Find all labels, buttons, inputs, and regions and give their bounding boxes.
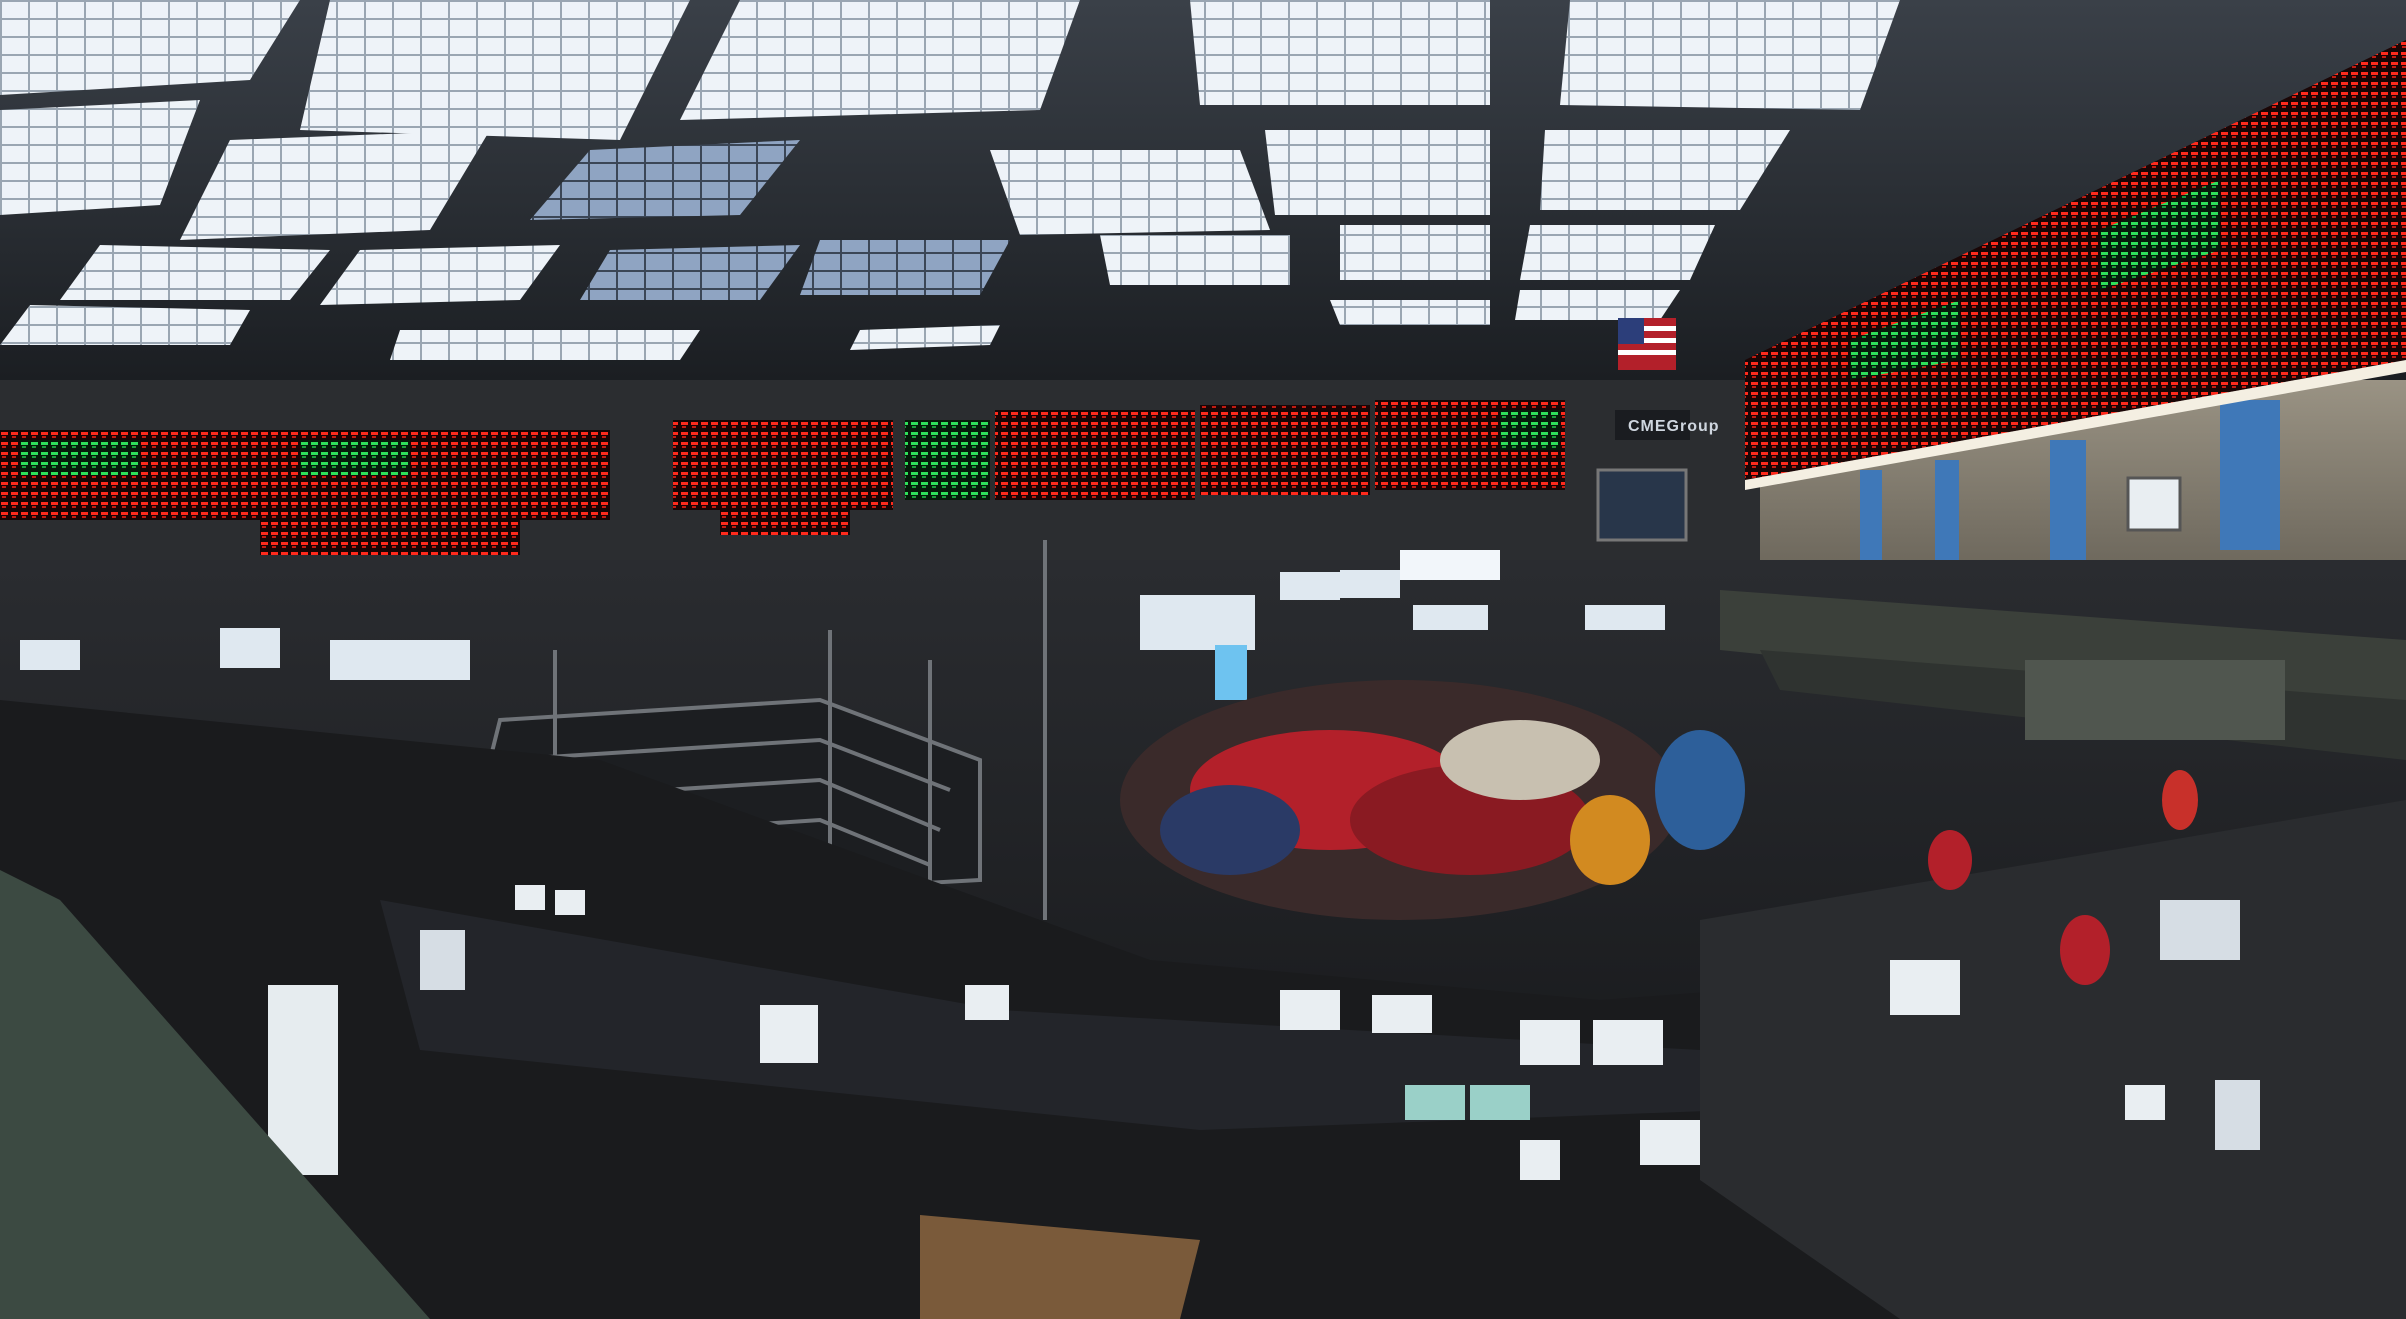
quote-board-right [1745, 40, 2406, 490]
right-desks [1700, 770, 2406, 1319]
foreground-railing [0, 870, 430, 1319]
cme-sign-plate [1615, 410, 1690, 440]
wall-monitor [1596, 468, 1688, 542]
trader-crowd [1120, 680, 1745, 920]
wall-pillars [1860, 400, 2280, 560]
right-tiers [1720, 590, 2406, 760]
quote-board-center [673, 400, 1565, 535]
skylights [0, 0, 1900, 360]
background-screens [20, 550, 1665, 700]
american-flag [1618, 318, 1676, 370]
cme-group-sign: CMEGroup [1628, 418, 1720, 435]
